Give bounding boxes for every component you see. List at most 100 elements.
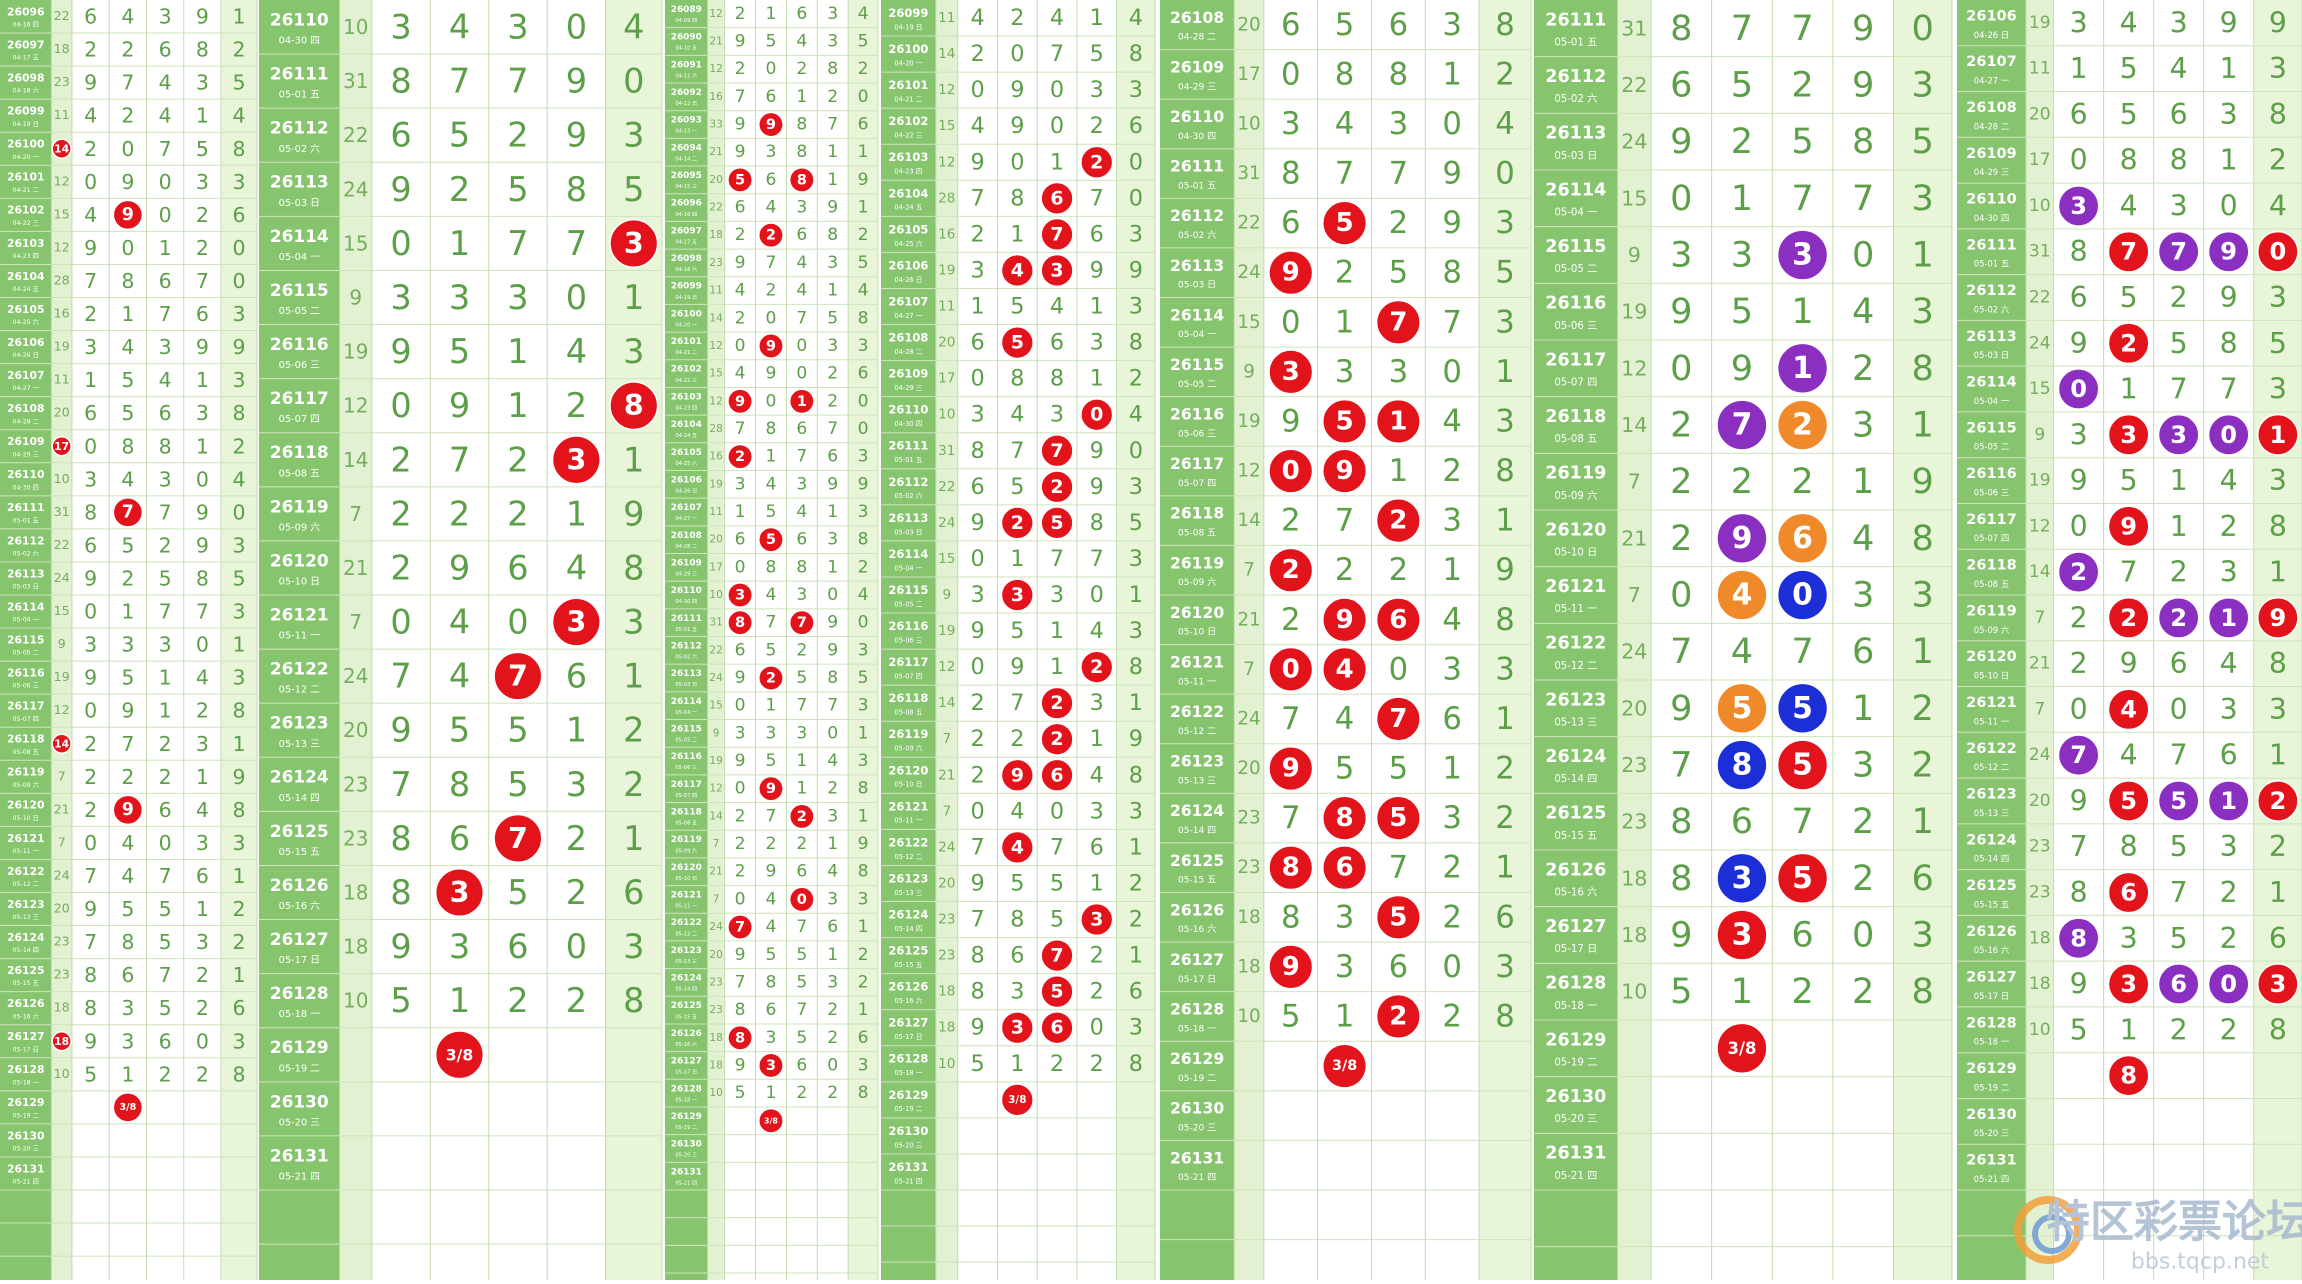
digit: 9 [970, 149, 984, 175]
issue-number: 26130 [270, 1091, 329, 1111]
digit: 3 [796, 474, 807, 494]
digit: 1 [196, 368, 209, 392]
digit: 6 [159, 401, 172, 425]
issue-date: 05-01 五 [1974, 259, 2009, 269]
digit: 2 [566, 873, 587, 912]
watermark: 特区彩票论坛 bbs.tqcp.net [2014, 1196, 2302, 1275]
hit-number: 3 [566, 606, 586, 639]
digit: 2 [1335, 255, 1355, 291]
digit: 1 [1442, 552, 1462, 588]
issue-date: 05-10 日 [1554, 548, 1597, 559]
digit: 2 [1852, 971, 1874, 1012]
digit: 2 [1090, 979, 1104, 1005]
issue-number: 26114 [1966, 375, 2016, 391]
sum-value: 24 [938, 515, 955, 531]
digit: 3 [196, 170, 209, 194]
hit-number: 0 [797, 891, 807, 908]
hit-number: 8 [624, 389, 644, 422]
sum-column [2026, 0, 2054, 1280]
hit-number: 7 [797, 614, 807, 631]
digit: 8 [1010, 185, 1024, 211]
digit: 3 [970, 582, 984, 608]
issue-number: 26089 [671, 5, 702, 15]
sum-value: 14 [1237, 510, 1260, 531]
digit: 3 [1010, 979, 1024, 1005]
hit-number: 2 [1792, 408, 1813, 443]
sum-value: 17 [2029, 150, 2051, 170]
digit: 6 [159, 798, 172, 822]
tail-value: 1 [623, 278, 644, 317]
digit: 0 [827, 585, 838, 605]
digit: 9 [1090, 474, 1104, 500]
digit: 7 [2220, 373, 2238, 406]
digit: 2 [1281, 602, 1301, 638]
sum-value: 24 [343, 664, 368, 688]
tail-value: 3 [623, 116, 644, 155]
issue-number: 26104 [671, 420, 702, 430]
tail-value: 9 [858, 474, 869, 494]
digit: 2 [827, 364, 838, 384]
sum-value: 31 [938, 443, 955, 459]
digit: 9 [735, 115, 746, 135]
digit: 2 [970, 762, 984, 788]
hit-number: 4 [1011, 836, 1024, 858]
sum-value: 20 [343, 718, 368, 742]
tail-value: 4 [1129, 402, 1143, 428]
digit: 2 [2170, 1013, 2188, 1046]
digit: 4 [735, 281, 746, 301]
digit: 2 [735, 834, 746, 854]
issue-date: 05-01 五 [12, 516, 38, 524]
sum-value: 7 [1243, 659, 1255, 680]
digit: 8 [1010, 366, 1024, 392]
digit: 8 [196, 38, 209, 62]
digit: 6 [84, 5, 97, 29]
digit: 1 [1010, 221, 1024, 247]
sum-value: 22 [2029, 288, 2051, 308]
issue-date: 05-03 日 [675, 681, 697, 688]
hit-circle [1040, 217, 1074, 252]
issue-date: 05-11 一 [1974, 716, 2010, 726]
digit: 7 [2070, 830, 2088, 863]
digit: 7 [449, 62, 470, 101]
digit: 3 [2170, 189, 2188, 222]
digit: 6 [566, 657, 587, 696]
tail-value: 8 [1129, 330, 1143, 356]
issue-number: 26118 [671, 808, 702, 818]
hit-circle [2207, 780, 2250, 822]
hit-circle [551, 435, 601, 485]
tail-value: 2 [2269, 144, 2287, 177]
tail-value: 2 [1129, 870, 1143, 896]
issue-number: 26108 [1966, 100, 2016, 116]
hit-number: 3/8 [764, 1116, 779, 1125]
issue-number: 26119 [7, 766, 45, 779]
digit: 2 [507, 494, 528, 533]
issue-date: 05-19 二 [1974, 1082, 2009, 1092]
issue-number: 26111 [671, 614, 702, 624]
hit-circle [1080, 398, 1114, 432]
digit: 4 [84, 104, 97, 128]
digit: 4 [2120, 6, 2138, 39]
digit: 2 [827, 1028, 838, 1048]
digit: 8 [1670, 8, 1692, 49]
digit: 3 [507, 8, 528, 47]
sum-value: 10 [1237, 1006, 1260, 1027]
issue-number: 26128 [1170, 1001, 1224, 1019]
hit-circle [434, 1030, 485, 1080]
issue-number: 26118 [888, 691, 928, 705]
digit: 8 [766, 972, 777, 992]
hit-circle [1322, 448, 1368, 494]
digit: 9 [1010, 654, 1024, 680]
digit: 1 [1442, 56, 1462, 92]
digit: 9 [970, 618, 984, 644]
hit-circle [1322, 845, 1368, 891]
digit: 2 [84, 302, 97, 326]
tail-value: 0 [623, 62, 644, 101]
sum-value: 10 [343, 15, 368, 39]
digit: 8 [121, 930, 134, 954]
digit: 8 [121, 269, 134, 293]
sum-value: 22 [709, 202, 722, 214]
hit-number: 3 [2120, 970, 2137, 998]
issue-date: 04-18 六 [675, 265, 697, 273]
issue-date: 05-04 一 [675, 710, 697, 716]
tail-value: 1 [1912, 801, 1934, 842]
